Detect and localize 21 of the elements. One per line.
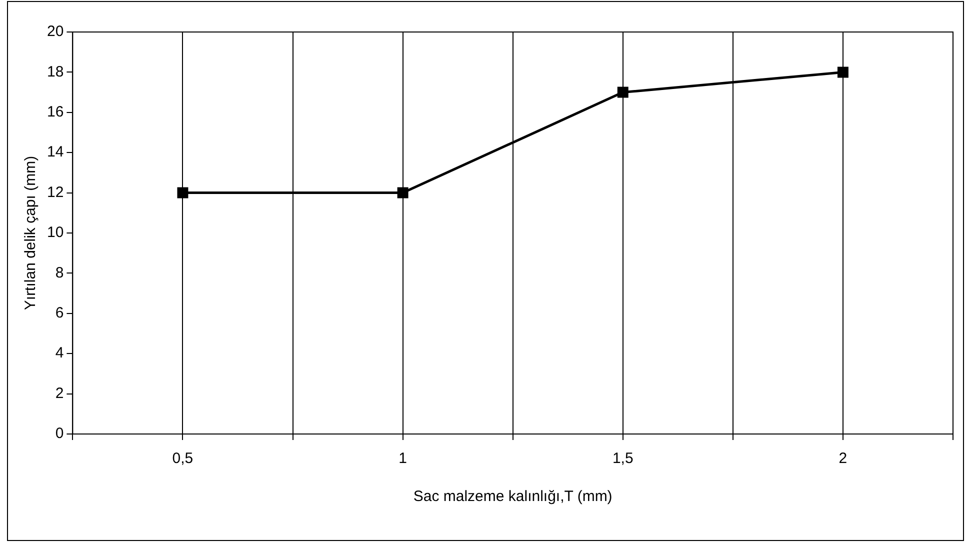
- x-tick-label: 1,5: [612, 450, 634, 468]
- y-tick-label: 10: [46, 224, 64, 242]
- x-tick-label: 2: [838, 450, 848, 468]
- point: [617, 86, 628, 98]
- y-tick-label: 20: [46, 23, 64, 40]
- point: [177, 187, 188, 198]
- y-tick-label: 6: [55, 304, 64, 322]
- y-tick-label: 0: [55, 425, 64, 442]
- x-tick-label: 1: [398, 450, 407, 468]
- y-tick-label: 4: [55, 344, 64, 362]
- y-tick-label: 16: [46, 104, 64, 121]
- y-tick-label: 12: [46, 184, 64, 201]
- x-axis-title: Sac malzeme kalınlığı,T (mm): [413, 488, 612, 506]
- y-tick-label: 2: [55, 384, 64, 402]
- y-tick-label: 8: [55, 264, 64, 282]
- y-tick-label: 14: [46, 144, 64, 161]
- y-axis-title: Yırtılan delik çapı (mm): [22, 156, 40, 310]
- point: [397, 187, 408, 198]
- x-tick-label: 0,5: [172, 450, 194, 468]
- point: [837, 66, 848, 78]
- y-tick-label: 18: [46, 63, 64, 80]
